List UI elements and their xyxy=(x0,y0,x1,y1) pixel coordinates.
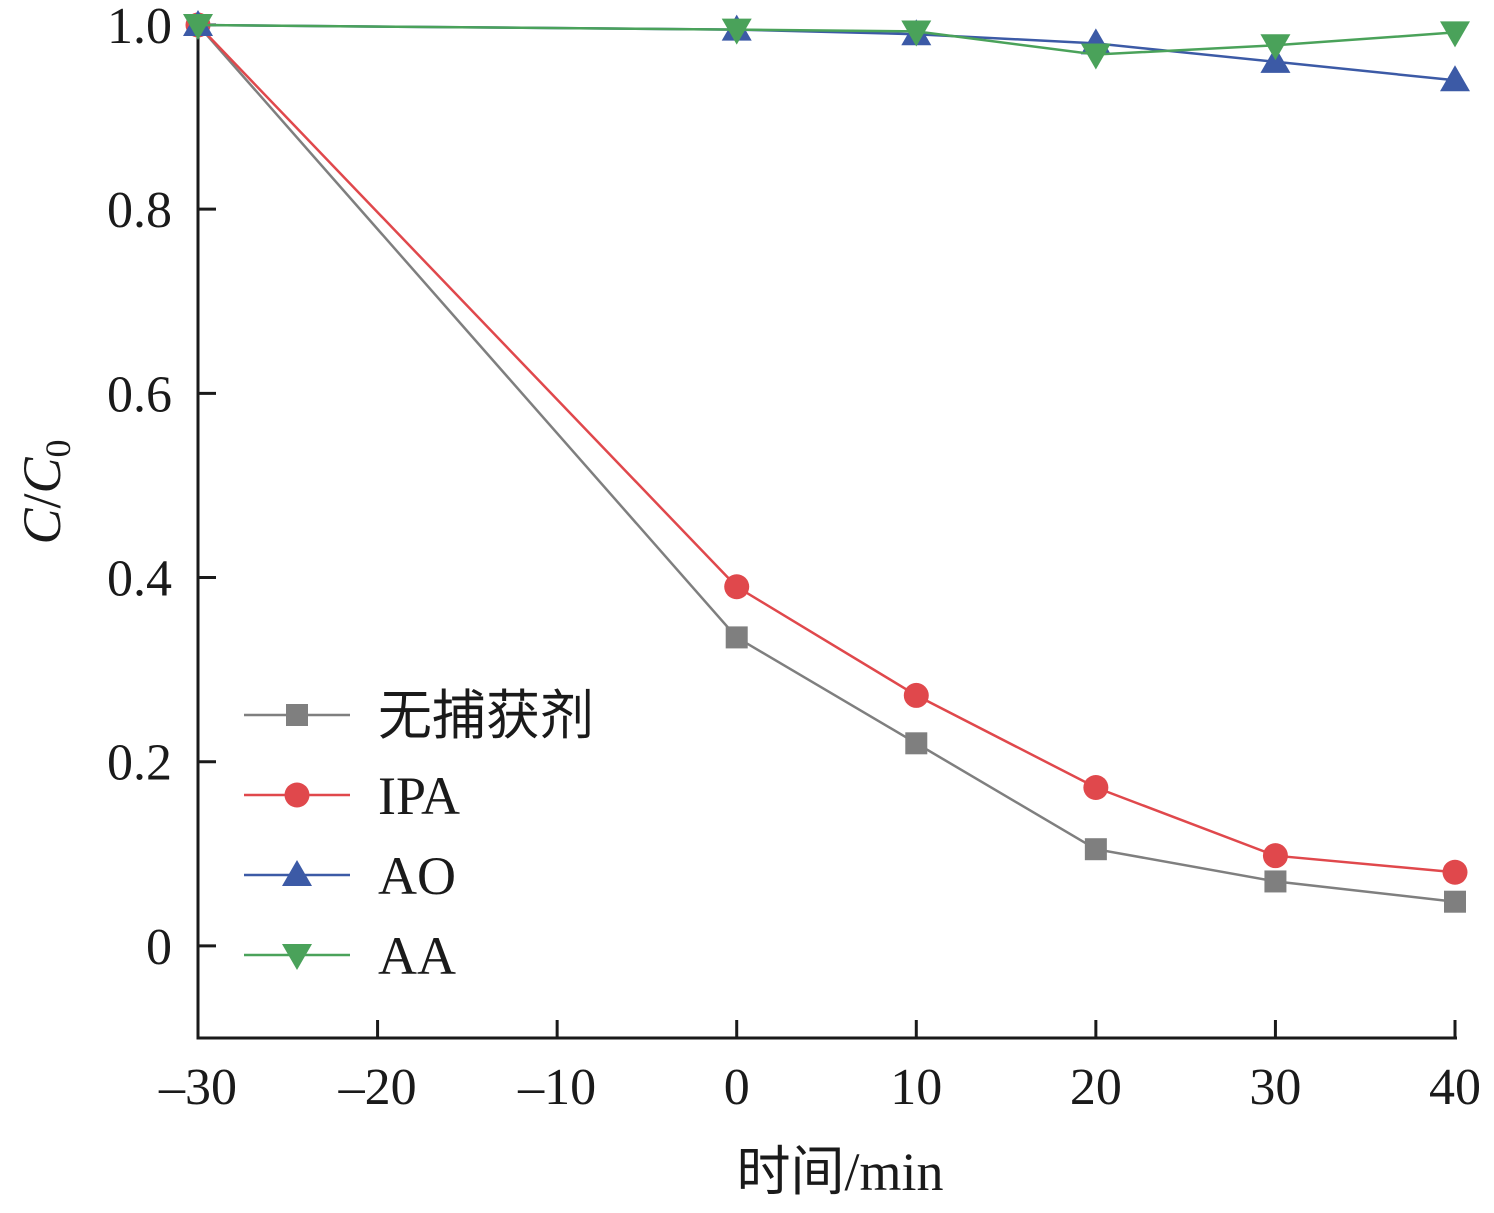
data-point xyxy=(725,626,748,649)
legend-item: AO xyxy=(244,846,456,906)
data-point xyxy=(1442,859,1468,885)
legend-item: 无捕获剂 xyxy=(244,686,594,746)
x-tick-label: 0 xyxy=(724,1059,750,1116)
legend-marker xyxy=(286,704,308,726)
legend-label: 无捕获剂 xyxy=(378,686,594,746)
legend-marker xyxy=(282,944,312,970)
series-line xyxy=(197,24,1456,903)
x-tick-label: –20 xyxy=(338,1059,417,1116)
data-point xyxy=(1080,43,1111,70)
axes: –30 –20 –10 0 10 20 30 40 0 0.2 0.4 0.6 0.8 1.0 xyxy=(107,0,1481,1116)
legend-marker xyxy=(282,860,312,886)
x-tick-label: 20 xyxy=(1070,1059,1122,1116)
y-axis-label-base: C xyxy=(12,456,72,493)
data-point xyxy=(1084,838,1107,861)
y-axis-label-slash: / xyxy=(12,493,72,508)
legend-item: IPA xyxy=(244,766,460,826)
data-point xyxy=(183,14,213,40)
legend-label: AA xyxy=(378,926,456,986)
legend-label: AO xyxy=(378,846,456,906)
y-tick-label: 1.0 xyxy=(107,0,172,55)
x-axis-label: 时间/min xyxy=(736,1142,943,1202)
series-4 xyxy=(183,14,1470,70)
data-point xyxy=(721,18,752,45)
y-axis-label-subscript: 0 xyxy=(38,439,78,457)
data-point xyxy=(724,574,750,600)
data-point xyxy=(1264,870,1287,893)
series-line xyxy=(197,23,1456,56)
x-tick-label: –30 xyxy=(158,1059,237,1116)
data-point xyxy=(1083,775,1109,801)
x-tick-label: 40 xyxy=(1429,1059,1481,1116)
y-axis-label: C/C0 xyxy=(12,439,78,544)
legend-label: IPA xyxy=(378,766,460,826)
y-axis-label-main: C xyxy=(12,508,72,545)
y-tick-label: 0 xyxy=(146,919,172,976)
legend-item: AA xyxy=(244,926,456,986)
data-point xyxy=(1440,21,1470,48)
data-point xyxy=(1440,65,1470,92)
series-layer xyxy=(183,10,1470,913)
x-tick-label: –10 xyxy=(517,1059,596,1116)
series-line xyxy=(197,24,1456,874)
y-tick-label: 0.4 xyxy=(107,551,172,608)
x-tick-label: 10 xyxy=(890,1059,942,1116)
series-2 xyxy=(185,12,1468,885)
y-tick-label: 0.2 xyxy=(107,735,172,792)
data-point xyxy=(905,732,928,755)
legend-marker xyxy=(284,782,310,808)
legend: 无捕获剂 IPA AO AA xyxy=(244,686,594,986)
data-point xyxy=(1444,890,1466,913)
data-point xyxy=(1262,843,1288,869)
y-tick-label: 0.6 xyxy=(107,366,172,423)
data-point xyxy=(903,682,929,708)
data-point xyxy=(1260,34,1291,61)
data-point xyxy=(901,20,932,47)
y-tick-label: 0.8 xyxy=(107,182,172,239)
x-tick-label: 30 xyxy=(1249,1059,1301,1116)
